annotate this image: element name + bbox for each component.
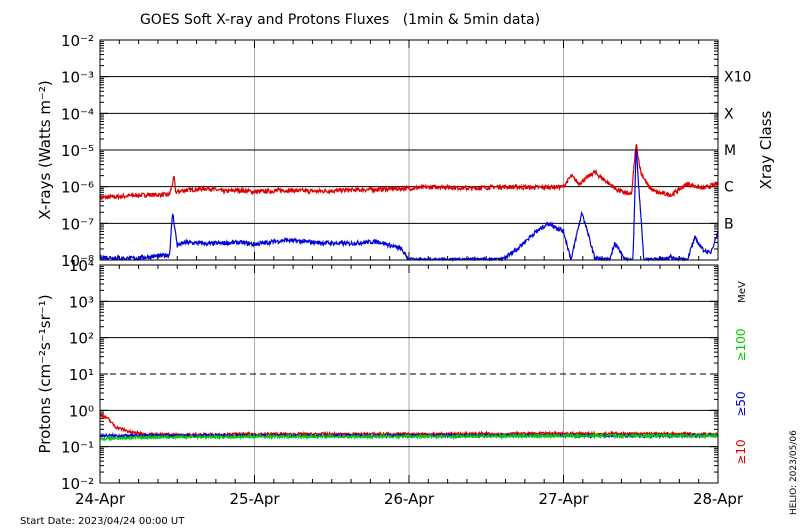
helio-stamp: HELIO: 2023/05/06 <box>789 430 799 515</box>
plot-frame <box>99 264 719 484</box>
ytick-label: 10⁻² <box>61 32 94 50</box>
series-line-p100 <box>99 432 719 442</box>
proton-ylabel: Protons (cm⁻²s⁻¹sr⁻¹) <box>36 294 54 453</box>
xray-class-label: B <box>724 216 734 232</box>
xray-class-label: X10 <box>724 70 751 86</box>
ytick-label: 10³ <box>69 293 94 311</box>
ytick-label: 10⁻⁷ <box>61 215 94 233</box>
energy-unit-label: MeV <box>737 281 748 303</box>
xtick-label: 25-Apr <box>229 490 280 508</box>
legend-p10: ≥10 <box>734 439 748 464</box>
ytick-label: 10⁻⁶ <box>61 179 94 197</box>
ytick-label: 10⁻² <box>61 475 94 493</box>
ytick-label: 10⁻⁵ <box>61 142 94 160</box>
xray-class-label: M <box>724 143 736 159</box>
xtick-label: 26-Apr <box>384 490 435 508</box>
xray-class-label: X <box>724 106 734 122</box>
xray-class-label: C <box>724 180 734 196</box>
ytick-label: 10² <box>69 330 94 348</box>
xtick-label: 27-Apr <box>538 490 589 508</box>
ytick-label: 10⁻¹ <box>61 439 94 457</box>
ytick-label: 10¹ <box>69 366 94 384</box>
xtick-label: 28-Apr <box>693 490 744 508</box>
legend-p100: ≥100 <box>734 329 748 362</box>
series-line-short <box>99 148 719 263</box>
chart-title: GOES Soft X-ray and Protons Fluxes (1min… <box>140 12 540 28</box>
ytick-label: 10⁻³ <box>61 69 94 87</box>
legend-p50: ≥50 <box>734 391 748 416</box>
xray-ylabel: X-rays (Watts m⁻²) <box>36 80 54 219</box>
ytick-label: 10⁰ <box>69 402 94 420</box>
series-line-long <box>99 143 719 201</box>
ytick-label: 10⁻⁴ <box>61 105 94 123</box>
plot-frame <box>99 39 719 261</box>
xray-class-axis-label: Xray Class <box>757 110 775 189</box>
ytick-label: 10⁻⁸ <box>61 252 94 270</box>
start-date-label: Start Date: 2023/04/24 00:00 UT <box>20 516 185 527</box>
xray-panel: 10⁻⁸ 10⁻⁷ 10⁻⁶ 10⁻⁵ 10⁻⁴ 10⁻³ 10⁻² X-rays (Watt… <box>36 32 775 270</box>
ytick-label: 10⁴ <box>69 257 94 275</box>
xtick-label: 24-Apr <box>75 490 126 508</box>
proton-panel: 10⁻² 10⁻¹ 10⁰ 10¹ 10² 10³ 10⁴ Protons (cm⁻²s⁻¹s… <box>36 257 748 508</box>
